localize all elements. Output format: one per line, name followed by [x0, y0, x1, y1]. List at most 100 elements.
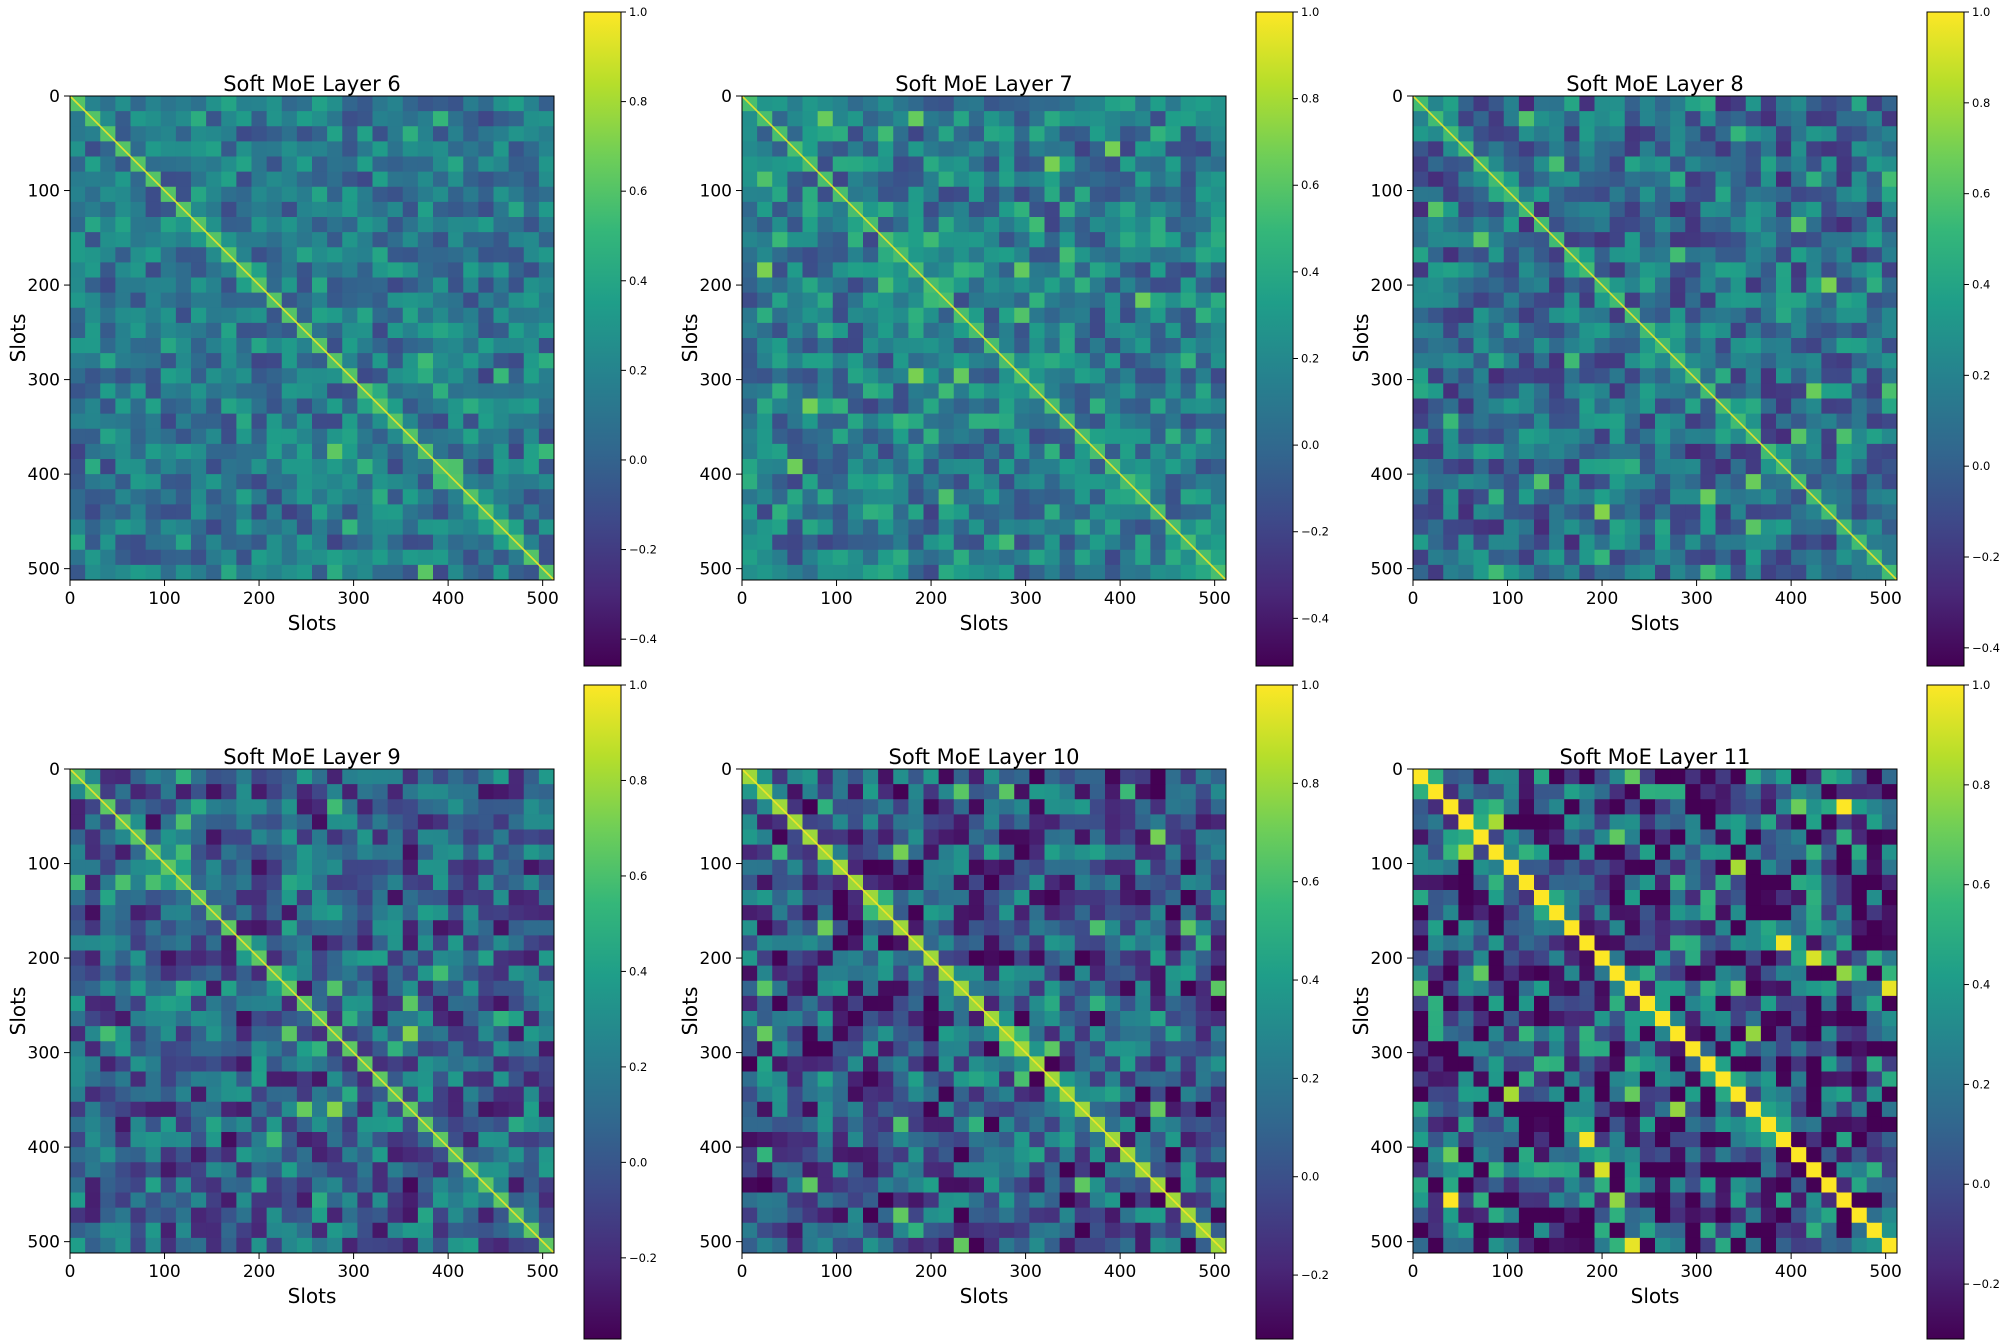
heatmap-cell	[1624, 232, 1641, 248]
heatmap-cell	[1105, 859, 1121, 876]
heatmap-cell	[70, 443, 86, 460]
heatmap-cell	[130, 1101, 147, 1118]
heatmap-cell	[493, 784, 510, 800]
heatmap-cell	[1518, 534, 1535, 551]
heatmap-cell	[1776, 549, 1792, 566]
heatmap-cell	[1074, 890, 1091, 906]
colorbar-tick-label: 1.0	[1301, 5, 1319, 19]
heatmap-cell	[1044, 504, 1061, 520]
heatmap-cell	[923, 890, 940, 906]
heatmap-cell	[327, 171, 343, 188]
heatmap-cell	[191, 292, 207, 309]
heatmap-cell	[478, 1056, 494, 1072]
heatmap-cell	[1135, 799, 1151, 815]
heatmap-cell	[1488, 141, 1505, 157]
heatmap-cell	[433, 784, 449, 800]
heatmap-cell	[115, 1237, 131, 1254]
heatmap-cell	[1089, 814, 1106, 830]
heatmap-cell	[1806, 322, 1822, 339]
heatmap-cell	[1745, 534, 1762, 551]
heatmap-cell	[206, 322, 222, 339]
heatmap-cell	[357, 784, 373, 800]
heatmap-cell	[85, 1237, 101, 1254]
heatmap-cell	[206, 247, 222, 263]
heatmap-cell	[523, 829, 540, 846]
heatmap-cell	[312, 874, 328, 891]
heatmap-cell	[999, 277, 1015, 294]
heatmap-cell	[1074, 534, 1091, 551]
heatmap-cell	[206, 156, 222, 173]
heatmap-cell	[1165, 829, 1182, 846]
heatmap-cell	[938, 799, 955, 815]
heatmap-cell	[100, 564, 116, 581]
heatmap-cell	[1670, 307, 1686, 324]
heatmap-cell	[1195, 799, 1212, 815]
heatmap-cell	[130, 489, 147, 505]
heatmap-cell	[1014, 186, 1030, 203]
heatmap-cell	[1165, 368, 1182, 384]
heatmap-cell	[312, 186, 328, 203]
heatmap-cell	[1180, 338, 1197, 354]
heatmap-cell	[85, 262, 101, 278]
heatmap-cell	[1029, 859, 1045, 876]
heatmap-cell	[463, 307, 479, 324]
heatmap-cell	[251, 814, 268, 830]
heatmap-cell	[1594, 156, 1611, 173]
heatmap-cell	[1210, 769, 1227, 785]
heatmap-cell	[1135, 564, 1151, 581]
heatmap-cell	[1821, 534, 1837, 551]
heatmap-cell	[1760, 277, 1777, 294]
heatmap-cell	[221, 905, 237, 921]
heatmap-cell	[953, 111, 970, 127]
heatmap-cell	[508, 232, 525, 248]
heatmap-cell	[493, 474, 510, 490]
heatmap-cell	[1488, 156, 1505, 173]
heatmap-cell	[1029, 156, 1045, 173]
heatmap-cell	[478, 307, 494, 324]
heatmap-cells	[1413, 96, 1898, 581]
heatmap-cell	[908, 890, 924, 906]
heatmap-cell	[372, 1132, 389, 1148]
heatmap-cell	[938, 201, 955, 218]
heatmap-cell	[1534, 141, 1550, 157]
heatmap-cell	[999, 96, 1015, 112]
heatmap-cell	[1120, 844, 1136, 861]
heatmap-cell	[281, 844, 298, 861]
heatmap-cell	[1105, 549, 1121, 566]
heatmap-cell	[1180, 799, 1197, 815]
axes-frame	[741, 95, 1227, 581]
heatmap-cell	[357, 156, 373, 173]
heatmap-cell	[802, 1086, 819, 1103]
heatmap-cell	[1029, 398, 1045, 415]
heatmap-cell	[938, 217, 955, 233]
heatmap-cell	[1120, 920, 1136, 936]
heatmap-cell	[863, 186, 879, 203]
heatmap-cell	[757, 814, 773, 830]
heatmap-cell	[1473, 383, 1490, 399]
heatmap-cell	[1806, 201, 1822, 218]
colorbar-tick-label: −0.4	[1301, 611, 1329, 625]
heatmap-cell	[251, 428, 268, 445]
heatmap-cell	[130, 814, 147, 830]
heatmap-cell	[1503, 217, 1520, 233]
heatmap-cell	[463, 549, 479, 566]
heatmap-cell	[1059, 322, 1076, 339]
heatmap-cell	[206, 504, 222, 520]
heatmap-cell	[1413, 186, 1429, 203]
heatmap-cell	[1210, 890, 1227, 906]
heatmap-cell	[1518, 292, 1535, 309]
heatmap-cell	[145, 519, 162, 536]
heatmap-cell	[1639, 232, 1656, 248]
heatmap-cell	[923, 1086, 940, 1103]
heatmap-cell	[984, 1086, 1000, 1103]
heatmap-cell	[1165, 307, 1182, 324]
heatmap-cell	[1105, 844, 1121, 861]
heatmap-cell	[938, 504, 955, 520]
heatmap-cell	[817, 428, 834, 445]
heatmap-cell	[1059, 262, 1076, 278]
heatmap-cell	[1120, 950, 1136, 967]
heatmap-cell	[1135, 277, 1151, 294]
heatmap-cell	[1458, 156, 1474, 173]
heatmap-cell	[433, 1116, 449, 1133]
heatmap-cell	[523, 322, 540, 339]
